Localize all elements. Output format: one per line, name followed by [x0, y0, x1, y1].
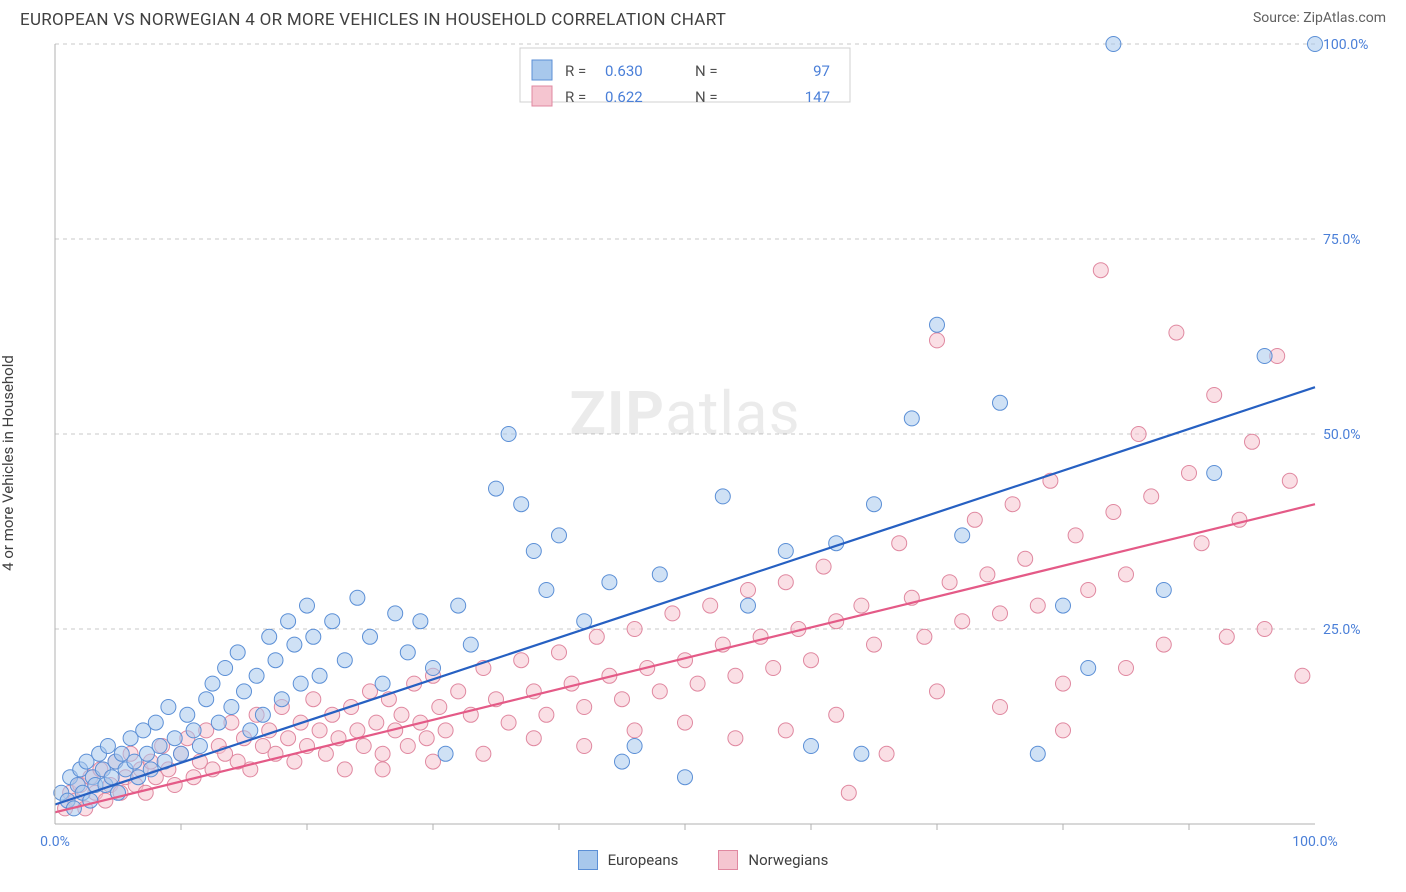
legend-label-norwegians: Norwegians: [748, 851, 828, 869]
svg-text:ZIPatlas: ZIPatlas: [569, 378, 800, 449]
svg-text:R =: R =: [565, 88, 586, 106]
svg-text:97: 97: [813, 62, 830, 80]
svg-text:100.0%: 100.0%: [1323, 37, 1368, 53]
svg-text:0.630: 0.630: [605, 62, 643, 80]
chart-title: EUROPEAN VS NORWEGIAN 4 OR MORE VEHICLES…: [20, 10, 726, 30]
correlation-scatter-chart: ZIPatlas 25.0% 50.0% 75.0% 100.0% 0.0% 100.0% R…: [0, 34, 1406, 874]
swatch-pink-icon: [718, 850, 738, 870]
source-prefix: Source:: [1253, 10, 1303, 26]
svg-text:N =: N =: [695, 62, 718, 80]
swatch-blue-icon: [578, 850, 598, 870]
svg-text:75.0%: 75.0%: [1323, 232, 1361, 248]
y-axis-label: 4 or more Vehicles in Household: [0, 355, 17, 571]
svg-text:N =: N =: [695, 88, 718, 106]
svg-text:0.0%: 0.0%: [40, 834, 70, 850]
bottom-legend: Europeans Norwegians: [0, 850, 1406, 870]
svg-text:147: 147: [805, 88, 830, 106]
svg-text:R =: R =: [565, 62, 586, 80]
svg-text:0.622: 0.622: [605, 88, 643, 106]
source-attribution: Source: ZipAtlas.com: [1253, 10, 1386, 26]
chart-container: 4 or more Vehicles in Household ZIPatlas…: [0, 34, 1406, 874]
legend-item-norwegians: Norwegians: [718, 850, 828, 870]
svg-text:100.0%: 100.0%: [1292, 834, 1337, 850]
svg-text:25.0%: 25.0%: [1323, 622, 1361, 638]
legend-item-europeans: Europeans: [578, 850, 679, 870]
source-link[interactable]: ZipAtlas.com: [1303, 10, 1386, 26]
svg-text:50.0%: 50.0%: [1323, 427, 1361, 443]
legend-label-europeans: Europeans: [608, 851, 679, 869]
